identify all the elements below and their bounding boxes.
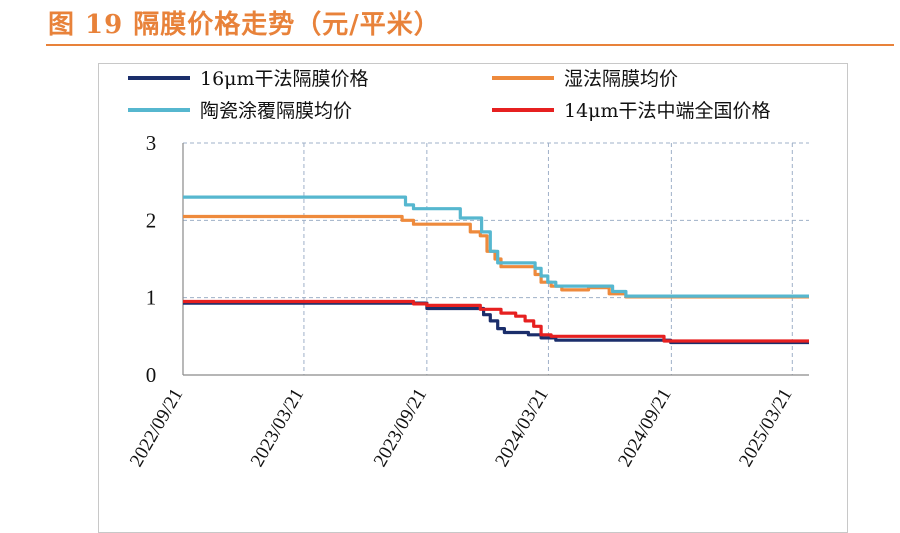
x-tick-label: 2025/03/21 xyxy=(735,385,796,470)
x-tick-label: 2023/09/21 xyxy=(370,385,431,470)
figure-title: 图 19 隔膜价格走势（元/平米） xyxy=(48,10,441,40)
legend-label-1: 湿法隔膜均价 xyxy=(564,68,678,90)
x-tick-label: 2023/03/21 xyxy=(247,385,308,470)
legend-label-2: 陶瓷涂覆隔膜均价 xyxy=(200,100,352,122)
y-tick-label: 0 xyxy=(146,363,157,387)
title-underline xyxy=(46,44,894,46)
y-tick-label: 1 xyxy=(146,286,157,310)
x-tick-label: 2024/09/21 xyxy=(614,385,675,470)
x-tick-label: 2022/09/21 xyxy=(126,385,187,470)
legend-label-3: 14μm干法中端全国价格 xyxy=(564,100,771,122)
y-tick-label: 3 xyxy=(146,131,157,155)
y-tick-label: 2 xyxy=(146,208,157,232)
series-line-1 xyxy=(183,214,809,299)
x-tick-label: 2024/03/21 xyxy=(491,385,552,470)
series-line-3 xyxy=(183,299,809,343)
series-line-0 xyxy=(183,301,809,345)
series-line-2 xyxy=(183,195,809,298)
legend-label-0: 16μm干法隔膜价格 xyxy=(200,68,369,90)
series-group xyxy=(183,195,809,345)
